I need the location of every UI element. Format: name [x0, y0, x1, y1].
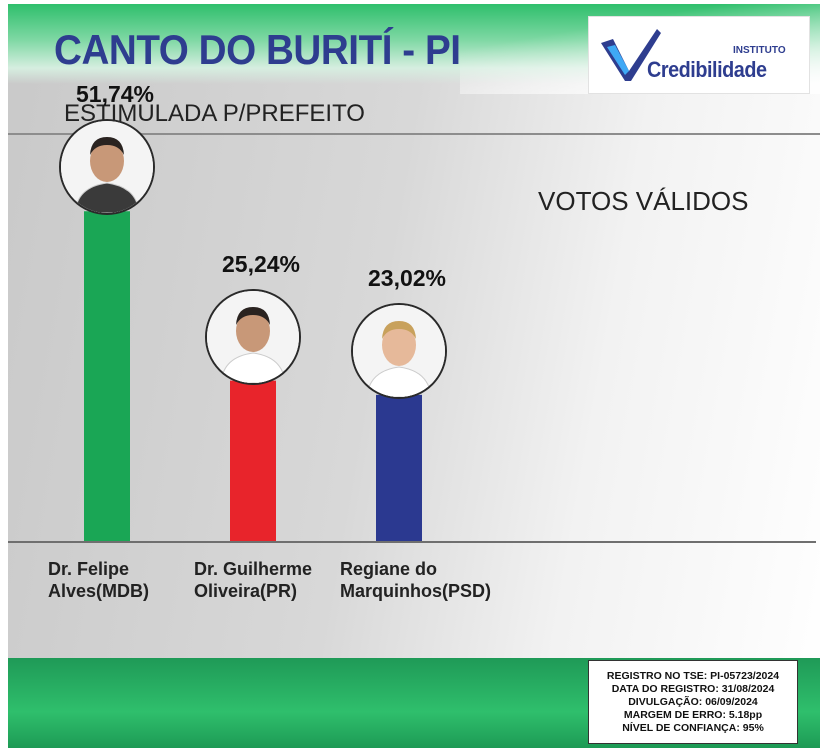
bar-2 — [230, 380, 276, 542]
candidate-name-3: Regiane do Marquinhos(PSD) — [340, 559, 491, 601]
candidate-photo-1 — [59, 119, 155, 216]
bar-value-label-2: 25,24% — [221, 250, 300, 277]
info-line-divulgacao: DIVULGAÇÃO: 06/09/2024 — [628, 695, 758, 708]
logo-name-text: Credibilidade — [647, 57, 767, 82]
registration-info-box: REGISTRO NO TSE: PI-05723/2024 DATA DO R… — [588, 660, 798, 744]
page-title: CANTO DO BURITÍ - PI — [54, 26, 461, 73]
subtitle-divider — [8, 133, 820, 135]
bar-value-label-1: 51,74% — [75, 81, 154, 108]
candidate-name-1: Dr. Felipe Alves(MDB) — [48, 559, 150, 601]
info-line-registro: REGISTRO NO TSE: PI-05723/2024 — [606, 669, 780, 682]
poll-graphic: CANTO DO BURITÍ - PI INSTITUTO Credibili… — [8, 4, 820, 748]
info-line-data: DATA DO REGISTRO: 31/08/2024 — [611, 682, 775, 695]
person-icon — [353, 304, 445, 397]
bar-1 — [84, 211, 130, 542]
info-line-margem: MARGEM DE ERRO: 5.18pp — [623, 708, 763, 721]
checkmark-logo-icon — [601, 29, 661, 81]
info-line-confianca: NÍVEL DE CONFIANÇA: 95% — [622, 721, 764, 734]
person-icon — [61, 121, 153, 214]
votes-valid-label: VOTOS VÁLIDOS — [538, 186, 749, 216]
candidate-photo-3 — [351, 302, 447, 399]
logo-small-text: INSTITUTO — [733, 45, 786, 56]
bar-chart — [8, 211, 816, 543]
candidate-name-2: Dr. Guilherme Oliveira(PR) — [194, 559, 313, 601]
person-icon — [207, 290, 299, 383]
institute-logo: INSTITUTO Credibilidade — [588, 16, 810, 94]
bar-3 — [376, 394, 422, 542]
bar-value-label-3: 23,02% — [367, 264, 446, 291]
candidate-photo-2 — [205, 288, 301, 385]
